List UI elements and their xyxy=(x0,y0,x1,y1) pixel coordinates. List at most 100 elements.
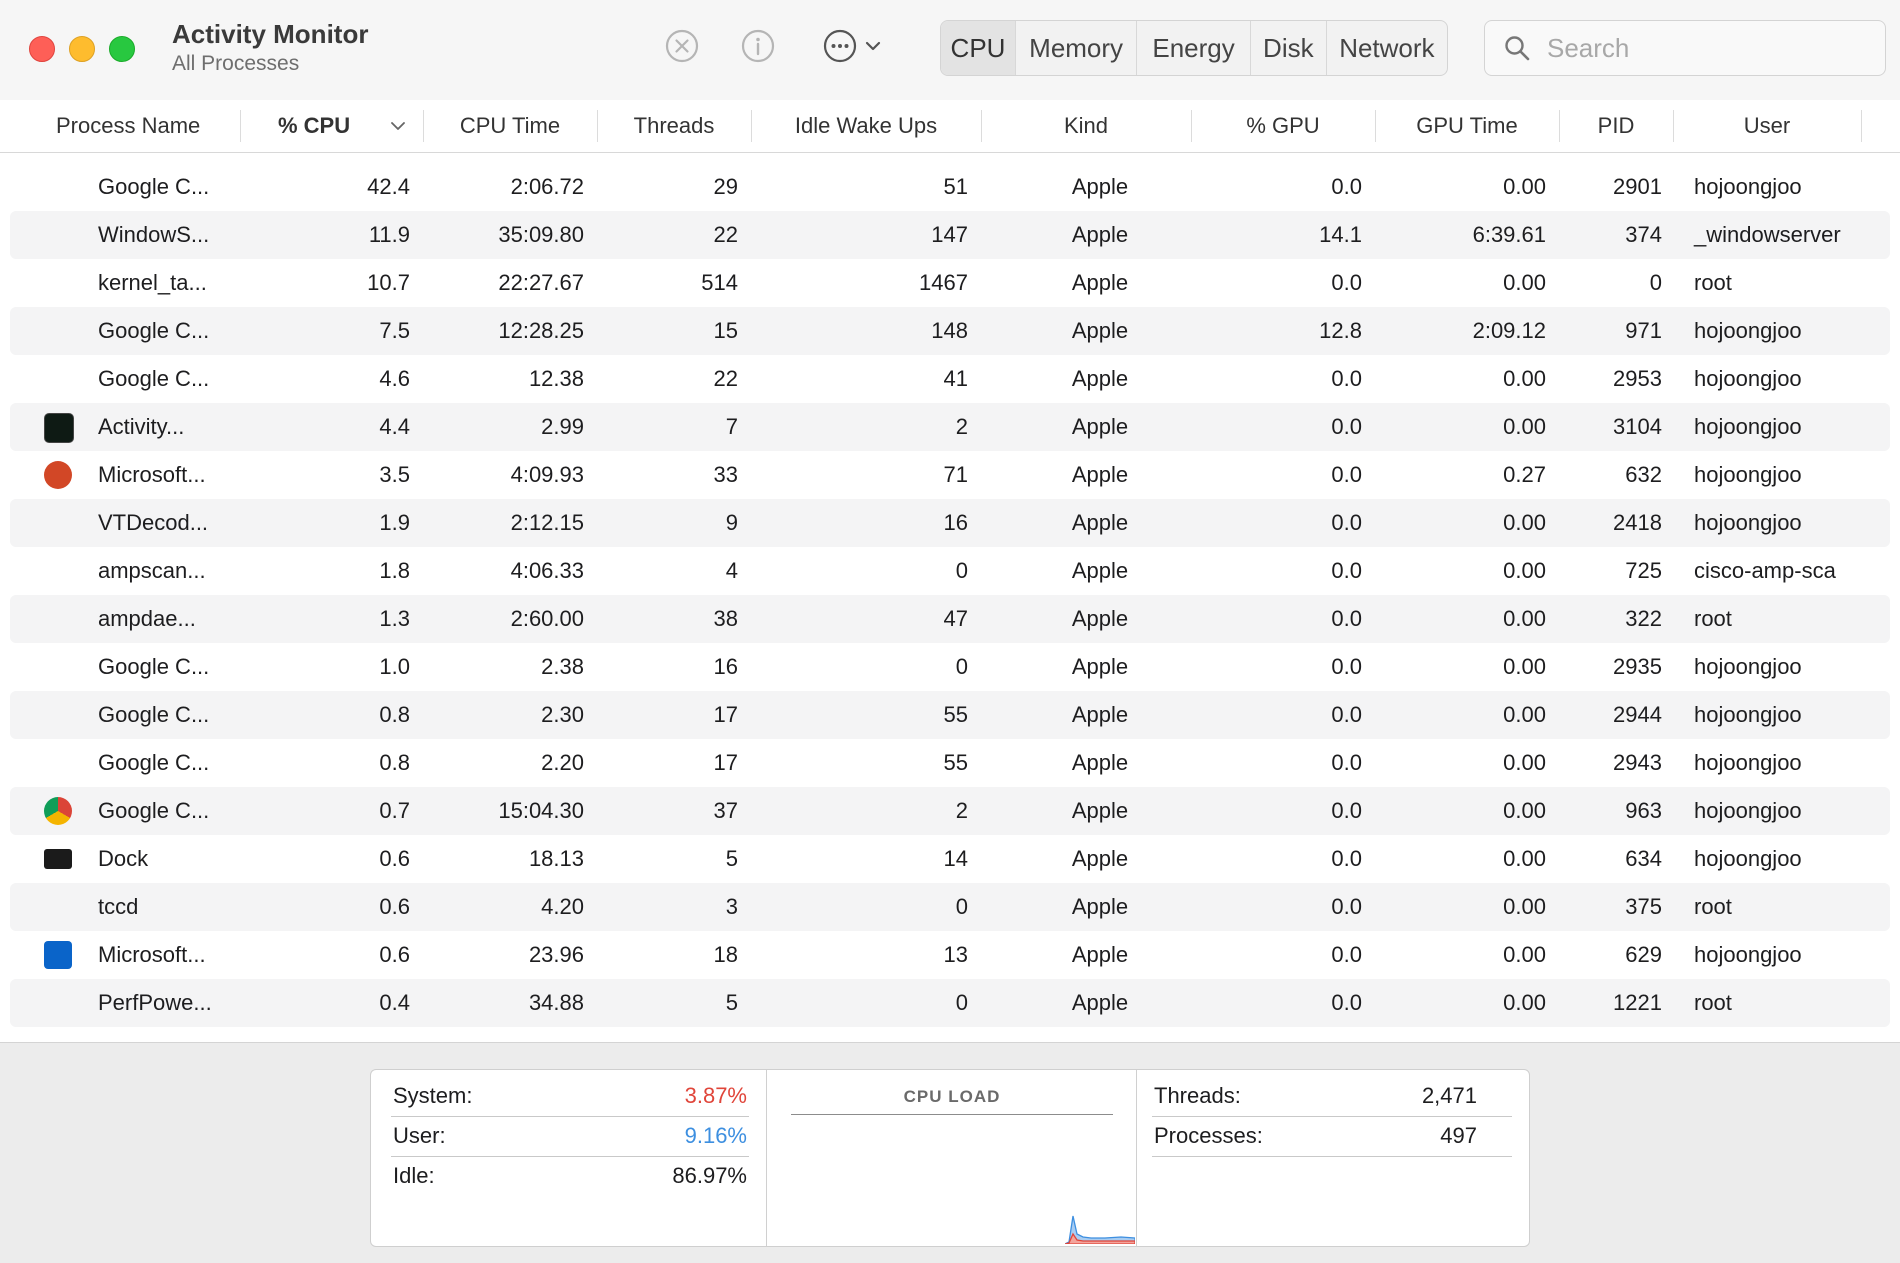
cpu-percent: 0.6 xyxy=(379,846,410,871)
table-row[interactable]: tccd 0.6 4.20 3 0 Apple 0.0 0.00 375 root xyxy=(10,883,1890,931)
cpu-percent: 1.8 xyxy=(379,558,410,583)
process-kind: Apple xyxy=(1071,942,1129,967)
cpu-time: 23.96 xyxy=(528,942,584,967)
table-row[interactable]: Google C... 0.8 2.30 17 55 Apple 0.0 0.00 2944 ho… xyxy=(10,691,1890,739)
inspect-process-button[interactable] xyxy=(740,28,776,64)
column-header-pid[interactable]: PID xyxy=(1597,113,1635,138)
search-field[interactable] xyxy=(1484,20,1886,76)
process-user: root xyxy=(1694,606,1732,631)
gpu-percent: 12.8 xyxy=(1319,318,1362,343)
tab-memory[interactable]: Memory xyxy=(1015,21,1136,75)
process-user: _windowserver xyxy=(1694,222,1841,247)
column-header-user[interactable]: User xyxy=(1743,113,1791,138)
gpu-percent: 14.1 xyxy=(1319,222,1362,247)
zoom-window-button[interactable] xyxy=(109,36,135,62)
column-header-cpu[interactable]: % CPU xyxy=(278,113,351,138)
table-row[interactable]: Dock 0.6 18.13 5 14 Apple 0.0 0.00 634 hojoongjoo xyxy=(10,835,1890,883)
gpu-time: 0.00 xyxy=(1503,510,1546,535)
search-input[interactable] xyxy=(1545,29,1869,67)
chevron-down-icon[interactable] xyxy=(390,120,406,132)
idle-wake-ups: 41 xyxy=(943,366,968,391)
table-row[interactable]: ampdae... 1.3 2:60.00 38 47 Apple 0.0 0.00 322 ro… xyxy=(10,595,1890,643)
table-row[interactable]: Google C... 0.8 2.20 17 55 Apple 0.0 0.00 2943 ho… xyxy=(10,739,1890,787)
table-row[interactable]: Google C... 1.0 2.38 16 0 Apple 0.0 0.00 2935 hoj… xyxy=(10,643,1890,691)
gpu-percent: 0.0 xyxy=(1331,750,1362,775)
tab-network[interactable]: Network xyxy=(1325,21,1447,75)
column-header-gpu[interactable]: % GPU xyxy=(1246,113,1320,138)
idle-wake-ups: 55 xyxy=(943,702,968,727)
column-header-gpu-time[interactable]: GPU Time xyxy=(1416,113,1518,138)
column-header-cpu-time[interactable]: CPU Time xyxy=(459,113,561,138)
table-row[interactable]: Google C... 4.6 12.38 22 41 Apple 0.0 0.00 2953 h… xyxy=(10,355,1890,403)
tab-energy[interactable]: Energy xyxy=(1136,21,1250,75)
table-row[interactable]: ampscan... 1.8 4:06.33 4 0 Apple 0.0 0.00 725 cis… xyxy=(10,547,1890,595)
gpu-percent: 0.0 xyxy=(1331,702,1362,727)
cpu-stats-panel: System: 3.87% User: 9.16% Idle: 86.97% C… xyxy=(370,1069,1530,1247)
process-kind: Apple xyxy=(1071,894,1129,919)
gpu-percent: 0.0 xyxy=(1331,798,1362,823)
process-name: Google C... xyxy=(98,798,210,823)
table-row[interactable]: Google C... 7.5 12:28.25 15 148 Apple 12.8 2:09… xyxy=(10,307,1890,355)
cpu-time: 4:09.93 xyxy=(510,462,584,487)
idle-wake-ups: 0 xyxy=(955,558,968,583)
cpu-time: 2.30 xyxy=(541,702,584,727)
thread-count: 17 xyxy=(713,750,738,775)
gpu-time: 0.00 xyxy=(1503,606,1546,631)
process-name: ampscan... xyxy=(98,558,206,583)
window-title: Activity Monitor xyxy=(172,19,369,49)
cpu-percent: 7.5 xyxy=(379,318,410,343)
process-name: kernel_ta... xyxy=(98,270,207,295)
table-row[interactable]: Activity... 4.4 2.99 7 2 Apple 0.0 0.00 3104 hojo… xyxy=(10,403,1890,451)
column-header-process-name[interactable]: Process Name xyxy=(56,113,201,138)
cpu-percent: 0.8 xyxy=(379,750,410,775)
idle-wake-ups: 55 xyxy=(943,750,968,775)
gpu-time: 0.00 xyxy=(1503,894,1546,919)
process-name: Microsoft... xyxy=(98,942,206,967)
process-kind: Apple xyxy=(1071,270,1129,295)
close-window-button[interactable] xyxy=(29,36,55,62)
column-header-idle-wake-ups[interactable]: Idle Wake Ups xyxy=(794,113,938,138)
stop-process-button[interactable] xyxy=(664,28,700,64)
idle-wake-ups: 0 xyxy=(955,990,968,1015)
table-row[interactable]: WindowS... 11.9 35:09.80 22 147 Apple 14.1 6:39… xyxy=(10,211,1890,259)
cpu-time: 2:60.00 xyxy=(510,606,584,631)
process-user: hojoongjoo xyxy=(1694,510,1802,535)
table-row[interactable]: Google C... 0.7 15:04.30 37 2 Apple 0.0 0.00 963… xyxy=(10,787,1890,835)
gpu-time: 0.00 xyxy=(1503,270,1546,295)
thread-count: 3 xyxy=(725,894,738,919)
process-kind: Apple xyxy=(1071,558,1129,583)
tab-disk[interactable]: Disk xyxy=(1249,21,1326,75)
cpu-time: 2.99 xyxy=(541,414,584,439)
thread-count: 4 xyxy=(725,558,738,583)
gpu-time: 0.00 xyxy=(1503,174,1546,199)
gpu-time: 0.00 xyxy=(1503,846,1546,871)
table-row[interactable]: Google C... 42.4 2:06.72 29 51 Apple 0.0 0.00 29… xyxy=(10,163,1890,211)
cpu-time: 35:09.80 xyxy=(498,222,584,247)
gpu-time: 0.00 xyxy=(1503,942,1546,967)
thread-count: 22 xyxy=(713,366,738,391)
table-row[interactable]: kernel_ta... 10.7 22:27.67 514 1467 Apple 0.0 0… xyxy=(10,259,1890,307)
gpu-time: 0.00 xyxy=(1503,990,1546,1015)
process-user: hojoongjoo xyxy=(1694,702,1802,727)
gpu-time: 0.27 xyxy=(1503,462,1546,487)
process-user: hojoongjoo xyxy=(1694,414,1802,439)
process-name: Google C... xyxy=(98,366,210,391)
idle-wake-ups: 2 xyxy=(955,798,968,823)
process-user: root xyxy=(1694,270,1732,295)
cpu-percent: 10.7 xyxy=(367,270,410,295)
minimize-window-button[interactable] xyxy=(69,36,95,62)
process-id: 2953 xyxy=(1613,366,1662,391)
table-header: Process Name % CPU CPU Time Threads Idle… xyxy=(0,100,1900,153)
system-value: 3.87% xyxy=(684,1083,747,1108)
table-row[interactable]: Microsoft... 3.5 4:09.93 33 71 Apple 0.0 0.27 63… xyxy=(10,451,1890,499)
more-actions-button[interactable] xyxy=(822,28,892,64)
cpu-time: 12.38 xyxy=(528,366,584,391)
column-header-kind[interactable]: Kind xyxy=(1063,113,1109,138)
table-row[interactable]: VTDecod... 1.9 2:12.15 9 16 Apple 0.0 0.00 2418 h… xyxy=(10,499,1890,547)
window-subtitle[interactable]: All Processes xyxy=(172,52,300,75)
process-id: 0 xyxy=(1649,270,1662,295)
table-row[interactable]: Microsoft... 0.6 23.96 18 13 Apple 0.0 0.00 629 h… xyxy=(10,931,1890,979)
column-header-threads[interactable]: Threads xyxy=(633,113,715,138)
table-row[interactable]: PerfPowe... 0.4 34.88 5 0 Apple 0.0 0.00 1221 roo… xyxy=(10,979,1890,1027)
tab-cpu[interactable]: CPU xyxy=(941,21,1015,75)
